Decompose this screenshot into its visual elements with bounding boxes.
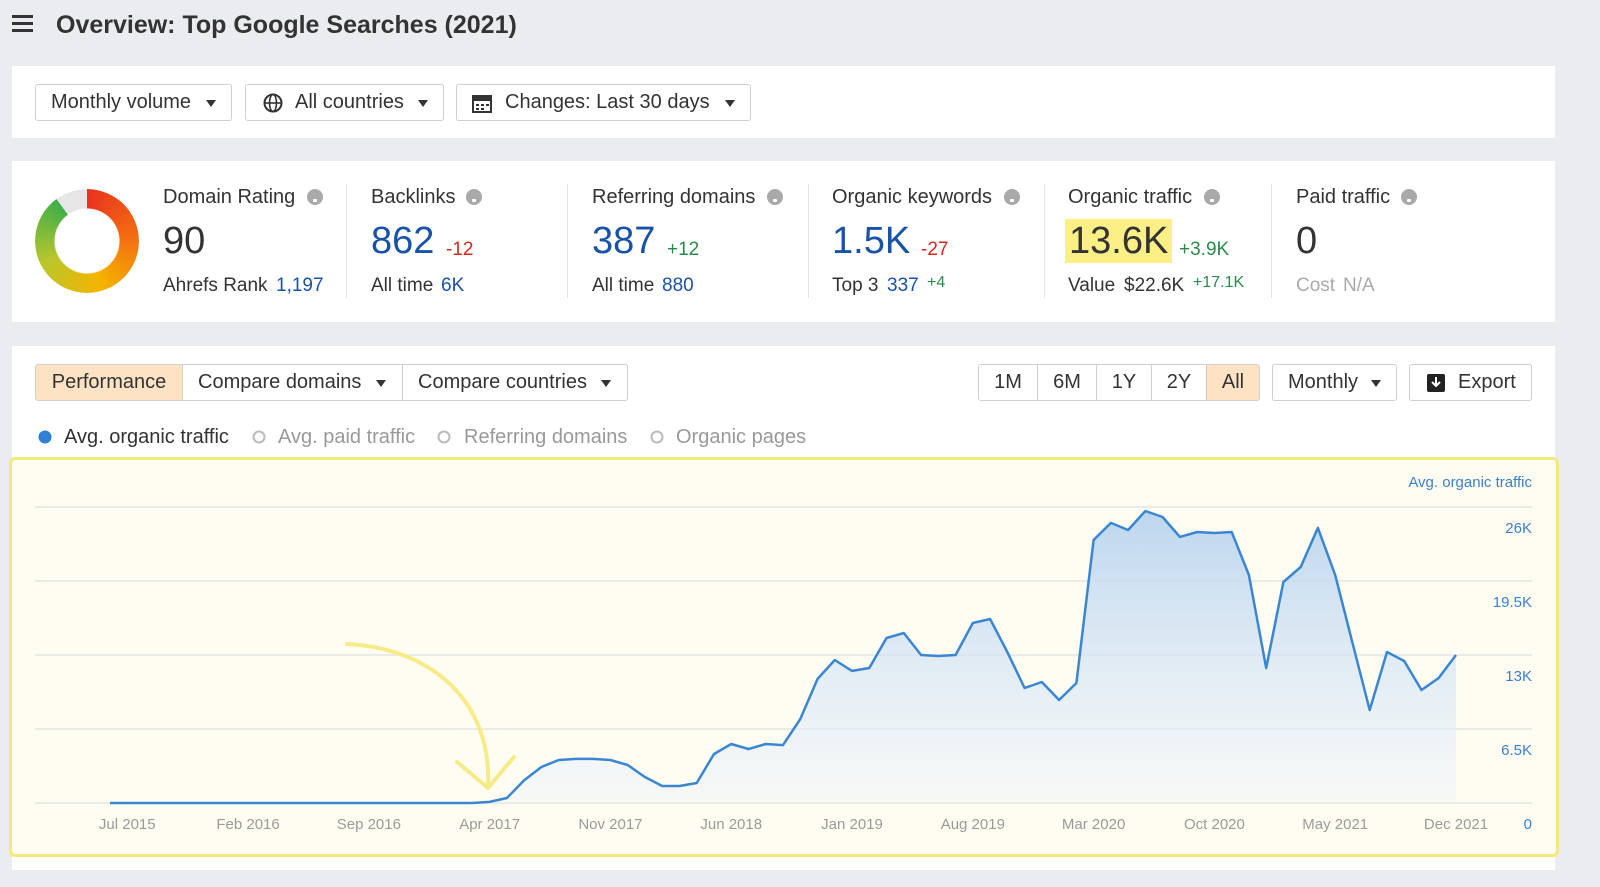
metric-label: Organic traffic: [1068, 186, 1193, 208]
metric-change: +12: [667, 239, 700, 260]
metric-change: -12: [446, 239, 474, 260]
metrics-panel: [12, 161, 1555, 322]
metric-sub-value: $22.6K: [1124, 275, 1185, 296]
metric-label: Backlinks: [371, 186, 456, 208]
metric-label: Referring domains: [592, 186, 756, 208]
area: [110, 511, 1456, 803]
x-tick-label: Mar 2020: [1062, 816, 1125, 833]
tab[interactable]: Performance: [35, 364, 183, 401]
y-axis-label: Avg. organic traffic: [1408, 474, 1532, 491]
legend-dot: [650, 430, 664, 444]
x-tick-label: Oct 2020: [1184, 816, 1245, 833]
filter-label: Monthly volume: [51, 91, 192, 113]
page-title: Overview: Top Google Searches (2021): [56, 11, 517, 39]
domain-rating-gauge: [35, 189, 139, 293]
metric-sub-label: Top 3: [832, 275, 879, 296]
metric-value[interactable]: 862: [371, 220, 435, 262]
y-tick-label: 26K: [1505, 520, 1532, 537]
metric-change: -27: [921, 239, 949, 260]
metric-value[interactable]: 1.5K: [832, 220, 911, 262]
metric-sub-value: N/A: [1343, 275, 1375, 296]
annotation-arrowhead: [455, 755, 516, 790]
metric-value: 90: [163, 220, 206, 262]
legend-dot: [38, 430, 52, 444]
legend-item[interactable]: Avg. organic traffic: [64, 426, 229, 448]
x-tick-label: Dec 2021: [1424, 816, 1488, 833]
metric-change: +3.9K: [1179, 239, 1230, 260]
y-tick-label: 19.5K: [1493, 594, 1532, 611]
metric-value: 13.6K: [1065, 219, 1173, 263]
legend-item[interactable]: Referring domains: [464, 426, 628, 448]
calendar-icon: [472, 95, 492, 113]
filter-label: All countries: [295, 91, 404, 113]
menu-icon[interactable]: [12, 15, 33, 33]
legend-dot: [252, 430, 266, 444]
y-tick-label: 0: [1524, 816, 1532, 833]
metric-label: Domain Rating: [163, 186, 296, 208]
range-button[interactable]: 6M: [1037, 364, 1097, 401]
y-tick-label: 6.5K: [1501, 742, 1532, 759]
x-tick-label: Aug 2019: [941, 816, 1005, 833]
metric-sub-label: All time: [371, 275, 434, 296]
range-button[interactable]: All: [1206, 364, 1260, 401]
metric-sub-label: All time: [592, 275, 655, 296]
globe-icon: [263, 93, 283, 113]
metric-sub-label: Ahrefs Rank: [163, 275, 268, 296]
metric-value[interactable]: 387: [592, 220, 656, 262]
metric-sub-value[interactable]: 6K: [441, 275, 465, 296]
tab[interactable]: Compare domains: [182, 364, 403, 401]
metric-sub-value[interactable]: 1,197: [276, 275, 324, 296]
interval-label: Monthly: [1288, 371, 1359, 393]
filter-button[interactable]: Monthly volume: [35, 84, 232, 121]
x-tick-label: Jun 2018: [700, 816, 762, 833]
tab-label: Compare countries: [418, 371, 587, 393]
tab-label: Compare domains: [198, 371, 362, 393]
metric-label: Organic keywords: [832, 186, 993, 208]
x-tick-label: Jul 2015: [99, 816, 156, 833]
metric-label: Paid traffic: [1296, 186, 1391, 208]
range-button[interactable]: 1M: [978, 364, 1038, 401]
export-icon: [1427, 374, 1445, 392]
export-label: Export: [1458, 371, 1516, 393]
filter-button[interactable]: All countries: [245, 84, 444, 121]
metric-sub-value[interactable]: 880: [662, 275, 694, 296]
x-tick-label: Apr 2017: [459, 816, 520, 833]
legend-dot: [437, 430, 451, 444]
line: [110, 509, 1457, 805]
tab[interactable]: Compare countries: [402, 364, 628, 401]
metric-sub-label: Cost: [1296, 275, 1336, 296]
metric-value: 0: [1296, 220, 1318, 262]
range-button[interactable]: 1Y: [1096, 364, 1152, 401]
x-tick-label: Nov 2017: [578, 816, 642, 833]
y-tick-label: 13K: [1505, 668, 1532, 685]
range-button[interactable]: 2Y: [1151, 364, 1207, 401]
export-button[interactable]: Export: [1409, 364, 1532, 401]
legend-item[interactable]: Organic pages: [676, 426, 807, 448]
legend-item[interactable]: Avg. paid traffic: [278, 426, 416, 448]
metric-sub-change: +4: [927, 274, 946, 291]
x-tick-label: Sep 2016: [337, 816, 401, 833]
filter-label: Changes: Last 30 days: [505, 91, 710, 113]
x-tick-label: Jan 2019: [821, 816, 883, 833]
x-tick-label: Feb 2016: [216, 816, 279, 833]
interval-dropdown[interactable]: Monthly: [1272, 364, 1397, 401]
annotation-arrow: [345, 642, 491, 788]
filter-button[interactable]: Changes: Last 30 days: [456, 84, 751, 121]
x-tick-label: May 2021: [1302, 816, 1368, 833]
metric-sub-change: +17.1K: [1193, 274, 1245, 291]
metric-sub-value[interactable]: 337: [887, 275, 919, 296]
metric-sub-label: Value: [1068, 275, 1116, 296]
